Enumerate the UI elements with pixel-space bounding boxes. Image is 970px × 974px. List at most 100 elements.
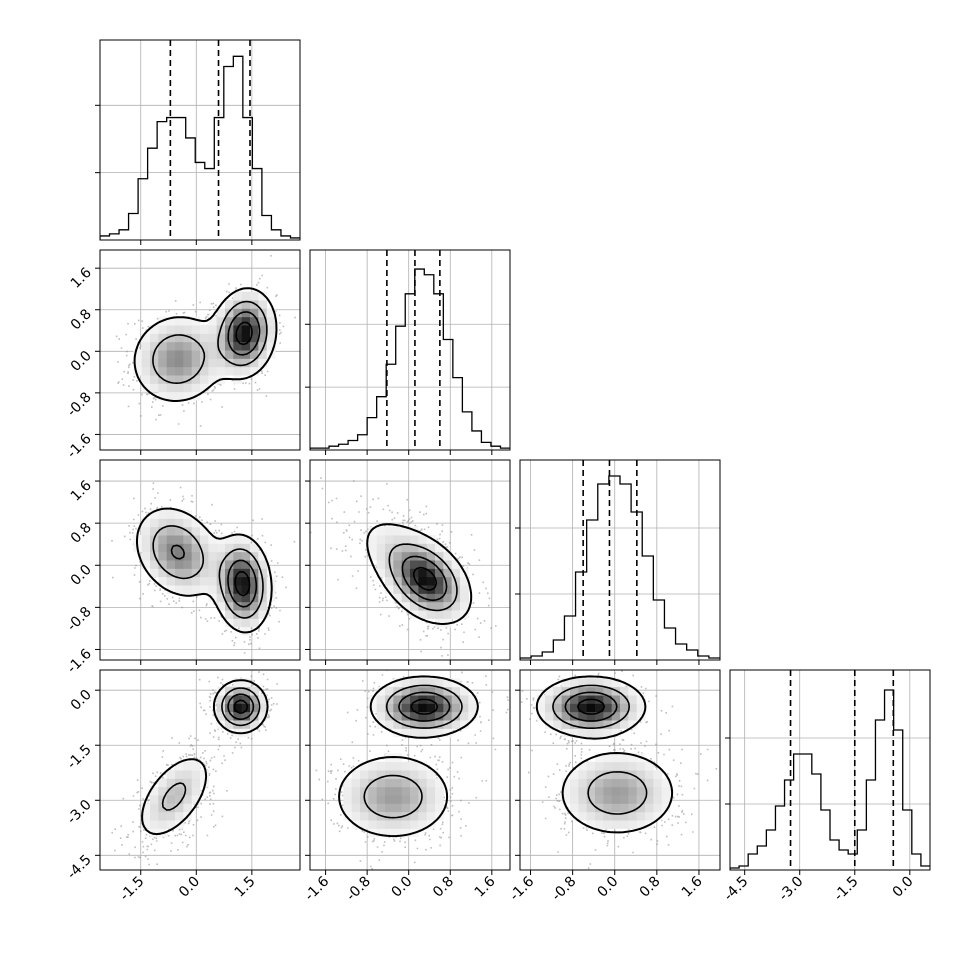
density-cell <box>158 820 168 829</box>
density-cell <box>578 711 588 721</box>
density-cell <box>636 786 646 796</box>
density-cell <box>191 786 201 796</box>
density-cell <box>225 366 234 376</box>
density-cell <box>200 341 209 351</box>
x-tick-label: -1.6 <box>507 873 538 904</box>
density-cell <box>426 686 436 696</box>
density-cell <box>166 325 176 334</box>
density-cell <box>225 720 234 729</box>
density-cell <box>376 695 386 704</box>
density-cell <box>175 375 184 384</box>
density-cell <box>175 383 184 393</box>
density-cell <box>241 695 251 704</box>
density-cell <box>183 333 193 343</box>
density-cell <box>200 535 209 544</box>
density-cell <box>368 543 378 553</box>
contour-level-2 <box>161 687 261 811</box>
density-cell <box>451 711 461 721</box>
density-cell <box>451 720 461 729</box>
density-cell <box>233 291 243 301</box>
density-cell <box>586 711 596 721</box>
density-cell <box>435 703 444 713</box>
density-cell <box>418 551 428 561</box>
density-cell <box>620 795 629 804</box>
density-cell <box>410 585 419 594</box>
density-cell <box>175 518 184 528</box>
density-cell <box>385 543 394 553</box>
density-cell <box>200 560 209 569</box>
density-cell <box>250 308 259 318</box>
density-cell <box>158 551 168 561</box>
density-cell <box>241 711 251 721</box>
density-cell <box>451 585 461 594</box>
density-cell <box>250 601 259 611</box>
density-cell <box>368 703 378 713</box>
density-cell <box>410 720 419 729</box>
density-cell <box>183 325 193 334</box>
density-cell <box>418 811 428 821</box>
density-contours <box>136 507 273 634</box>
density-cell <box>208 593 218 603</box>
density-cell <box>376 786 386 796</box>
density-cell <box>233 341 243 351</box>
density-cell <box>393 711 403 721</box>
density-cell <box>586 720 596 729</box>
density-cell <box>561 720 571 729</box>
density-cell <box>468 703 478 713</box>
density-cell <box>166 568 176 578</box>
density-cell <box>216 308 226 318</box>
histogram-step-line <box>100 55 300 240</box>
density-cell <box>620 720 629 729</box>
contour-level-1 <box>366 523 473 625</box>
y-tick-label: 0.0 <box>68 687 95 714</box>
density-cell <box>401 795 411 804</box>
density-cell <box>586 678 596 688</box>
density-cell <box>401 703 411 713</box>
density-cell <box>435 585 444 594</box>
density-cell <box>435 543 444 553</box>
y-tick-label: -0.8 <box>64 389 95 420</box>
density-cell <box>435 678 444 688</box>
density-cell <box>175 585 184 594</box>
density-cell <box>241 560 251 569</box>
density-cell <box>435 695 444 704</box>
x-tick-label: 1.5 <box>232 874 259 901</box>
density-cell <box>410 820 419 829</box>
density-cell <box>241 333 251 343</box>
density-cell <box>233 576 243 586</box>
density-cell <box>410 560 419 569</box>
density-cell <box>435 795 444 804</box>
density-cell <box>595 711 604 721</box>
density-cell <box>401 535 411 544</box>
density-cell <box>611 803 621 813</box>
density-cell <box>166 820 176 829</box>
x-tick-label: 0.0 <box>890 874 917 901</box>
density-cell <box>343 811 353 821</box>
density-cell <box>620 820 629 829</box>
density-cell <box>570 795 579 804</box>
density-cell <box>636 770 646 779</box>
density-cell <box>385 778 394 788</box>
density-cell <box>578 803 588 813</box>
density-cell <box>175 350 184 359</box>
y-tick-label: 1.6 <box>68 265 95 292</box>
density-cell <box>393 803 403 813</box>
density-cell <box>368 803 378 813</box>
density-cell <box>216 568 226 578</box>
contour-level-3 <box>401 555 448 601</box>
density-cell <box>376 543 386 553</box>
density-cell <box>570 770 579 779</box>
density-cell <box>150 375 159 384</box>
density-cell <box>241 703 251 713</box>
density-cell <box>225 593 234 603</box>
density-cell <box>233 543 243 553</box>
density-cell <box>250 350 259 359</box>
contour-level-2 <box>363 684 463 819</box>
density-cell <box>460 703 469 713</box>
density-cell <box>401 720 411 729</box>
density-cell <box>183 358 193 368</box>
density-cell <box>393 593 403 603</box>
density-cell <box>166 350 176 359</box>
density-cell <box>603 695 613 704</box>
density-cell <box>225 308 234 318</box>
